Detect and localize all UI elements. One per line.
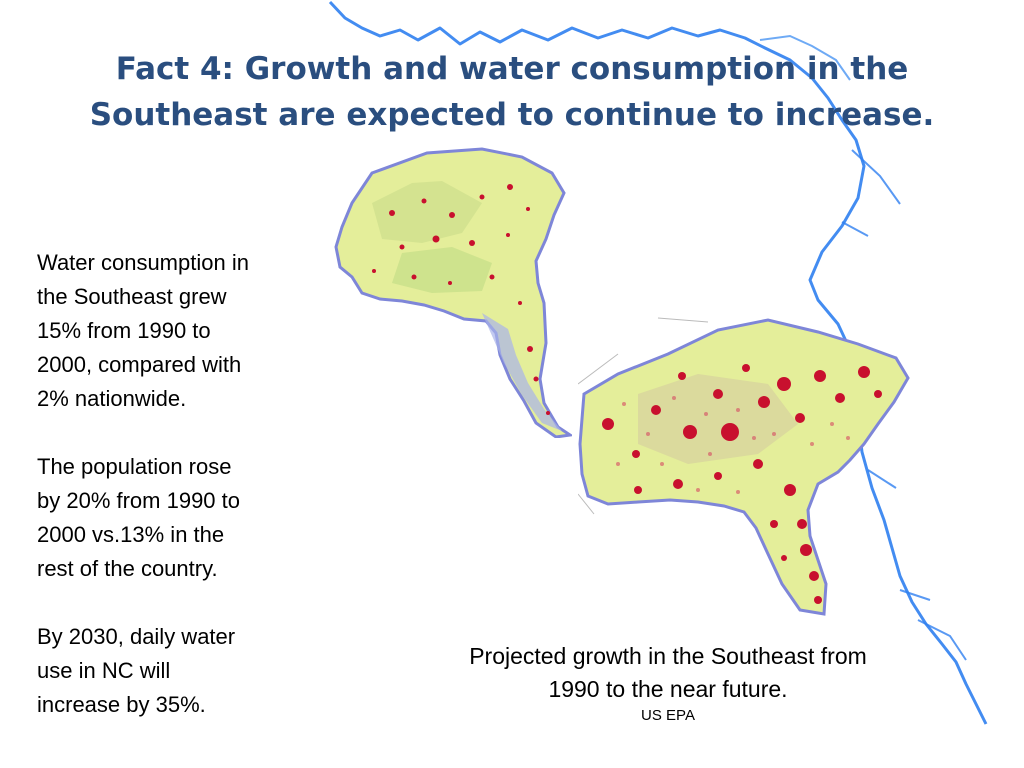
text-line: the Southeast grew [37,284,227,309]
text-line: increase by 35%. [37,692,206,717]
paragraph-population: The population rose by 20% from 1990 to … [37,450,327,586]
text-line: by 20% from 1990 to [37,488,241,513]
text-line: Water consumption in [37,250,249,275]
text-line: 2% nationwide. [37,386,187,411]
source-credit: US EPA [641,707,695,724]
title-line-2: Southeast are expected to continue to in… [89,97,935,133]
slide-title: Fact 4: Growth and water consumption in … [40,46,984,138]
map-southeast-1990 [334,147,572,438]
title-line-1: Fact 4: Growth and water consumption in … [115,51,909,87]
text-line: 15% from 1990 to [37,318,211,343]
map-caption: Projected growth in the Southeast from 1… [412,640,924,706]
text-line: By 2030, daily water [37,624,236,649]
text-line: use in NC will [37,658,171,683]
paragraph-water-consumption: Water consumption in the Southeast grew … [37,246,327,416]
text-line: 2000 vs.13% in the [37,522,225,547]
paragraph-nc-2030: By 2030, daily water use in NC will incr… [37,620,327,722]
text-line: 2000, compared with [37,352,242,377]
map-southeast-future [578,317,910,616]
caption-line-2: 1990 to the near future. [548,676,788,702]
text-line: The population rose [37,454,232,479]
caption-line-1: Projected growth in the Southeast from [469,643,867,669]
text-line: rest of the country. [37,556,218,581]
